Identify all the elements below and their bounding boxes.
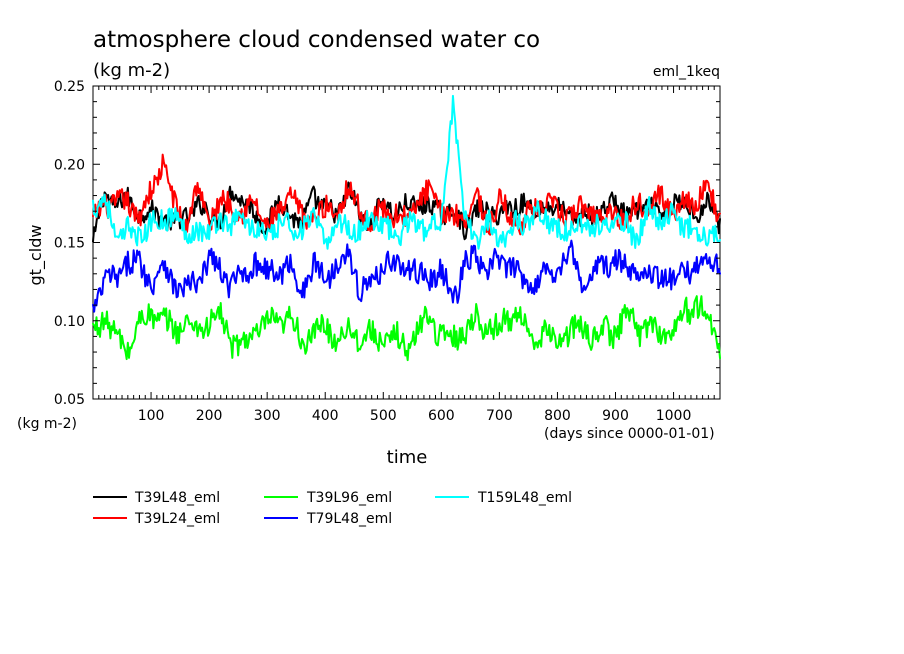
series-line-T39L96_eml	[92, 295, 721, 362]
y-units-label: (kg m-2)	[17, 416, 77, 432]
legend-label-T159L48_eml: T159L48_eml	[477, 490, 572, 506]
series-line-T159L48_eml	[92, 94, 721, 250]
x-tick-label: 200	[196, 408, 223, 424]
x-tick-label: 500	[370, 408, 397, 424]
x-tick-label: 700	[486, 408, 513, 424]
x-tick-label: 1000	[656, 408, 692, 424]
y-tick-label: 0.05	[54, 392, 85, 408]
series-group	[92, 94, 721, 362]
series-line-T39L48_eml	[92, 181, 721, 243]
x-axis-label: time	[387, 447, 428, 468]
chart-subtitle: (kg m-2)	[93, 60, 170, 81]
x-tick-label: 600	[428, 408, 455, 424]
legend-label-T79L48_eml: T79L48_eml	[306, 511, 392, 527]
y-axis-label: gt_cldw	[26, 225, 46, 286]
x-tick-label: 100	[138, 408, 165, 424]
y-tick-label: 0.25	[54, 79, 85, 95]
chart-title: atmosphere cloud condensed water co	[93, 27, 540, 53]
x-units-label: (days since 0000-01-01)	[544, 426, 715, 442]
x-tick-label: 900	[602, 408, 629, 424]
run-label: eml_1keq	[653, 64, 720, 80]
x-tick-label: 300	[254, 408, 281, 424]
y-tick-label: 0.10	[54, 314, 85, 330]
y-tick-label: 0.20	[54, 157, 85, 173]
y-tick-label: 0.15	[54, 236, 85, 252]
legend-label-T39L48_eml: T39L48_eml	[134, 490, 220, 506]
legend-label-T39L96_eml: T39L96_eml	[306, 490, 392, 506]
x-tick-label: 800	[544, 408, 571, 424]
series-line-T79L48_eml	[92, 239, 721, 313]
legend: T39L48_eml T39L24_eml T39L96_eml T79L48_eml…	[93, 490, 572, 527]
legend-label-T39L24_eml: T39L24_eml	[134, 511, 220, 527]
tick-group: 100 200 300 400 500 600 700 800 900 1000 0.05 0.10 0…	[54, 79, 720, 424]
x-tick-label: 400	[312, 408, 339, 424]
